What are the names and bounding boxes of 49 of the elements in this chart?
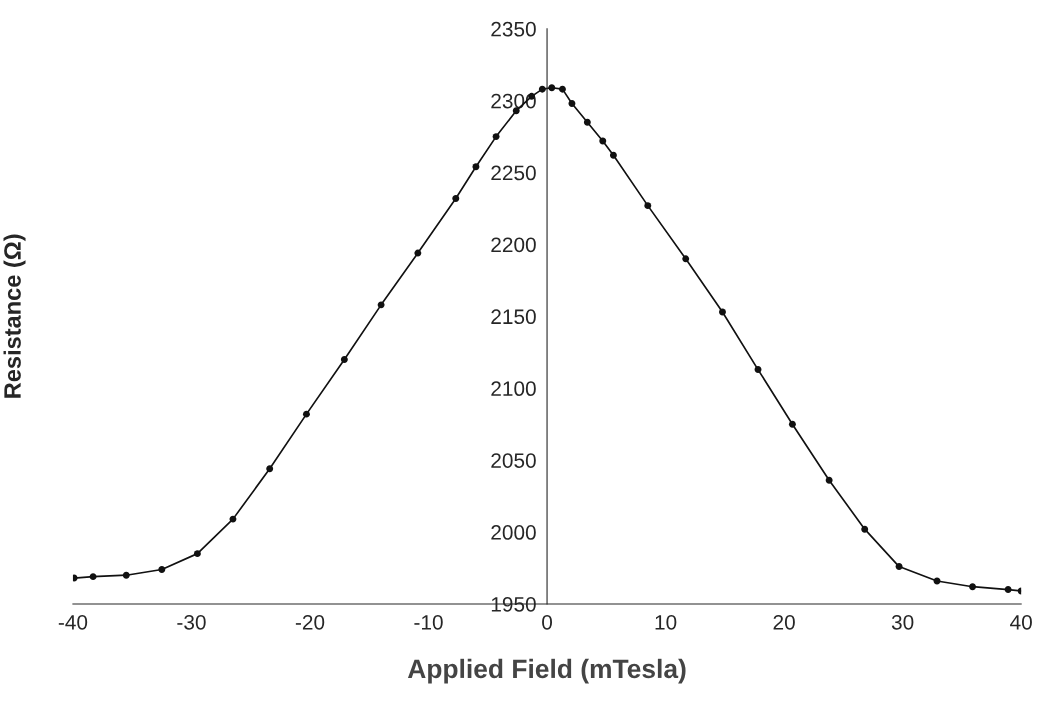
y-tick-label: 2100: [491, 381, 536, 397]
point: [719, 308, 726, 316]
point: [558, 85, 566, 93]
point: [1004, 586, 1012, 594]
x-tick-label: 30: [891, 614, 914, 630]
point: [599, 137, 607, 145]
y-tick-label: 2000: [491, 525, 536, 540]
point: [568, 100, 576, 108]
point: [754, 366, 762, 374]
point: [538, 85, 546, 93]
x-tick-label: 10: [655, 614, 677, 630]
point: [377, 301, 385, 309]
point: [861, 525, 869, 533]
y-axis-title: Resistance (Ω): [3, 234, 26, 398]
point: [825, 476, 833, 484]
point: [682, 255, 690, 263]
y-tick-label: 2050: [491, 453, 536, 468]
x-tick-label: -40: [58, 614, 88, 630]
y-tick-label: 1950: [491, 596, 536, 612]
x-tick-label: 0: [542, 614, 553, 630]
x-tick-label: 40: [1010, 614, 1032, 630]
point: [548, 84, 556, 92]
point: [340, 356, 348, 363]
point: [302, 410, 310, 418]
point: [122, 571, 130, 579]
point: [266, 465, 274, 473]
y-tick-label: 2250: [491, 165, 536, 181]
point: [158, 565, 166, 573]
point: [452, 194, 460, 202]
point: [609, 151, 617, 159]
x-axis-title: Applied Field (mTesla): [407, 658, 686, 684]
point: [89, 573, 97, 581]
x-tick-label: -20: [295, 614, 325, 630]
point: [583, 118, 591, 126]
point: [969, 583, 977, 591]
point: [472, 163, 480, 171]
point: [644, 202, 652, 210]
y-tick-label: 2200: [491, 237, 536, 253]
x-tick-label: -30: [177, 614, 206, 630]
point: [492, 133, 500, 141]
x-tick-label: -10: [414, 614, 443, 630]
point: [895, 563, 903, 571]
point: [193, 550, 201, 558]
x-tick-label: 20: [773, 614, 795, 630]
point: [414, 249, 422, 257]
point: [788, 420, 796, 428]
y-tick-label: 2350: [491, 21, 536, 37]
y-tick-label: 2150: [491, 309, 536, 325]
point: [72, 574, 78, 582]
